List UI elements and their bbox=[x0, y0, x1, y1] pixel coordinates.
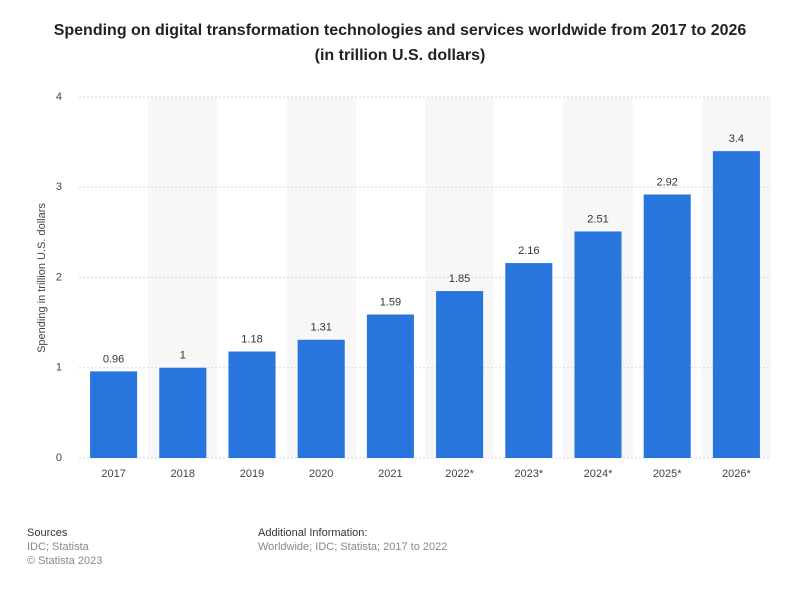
value-label: 1.85 bbox=[449, 273, 470, 285]
bar bbox=[505, 263, 553, 458]
sources-text: IDC; Statista bbox=[27, 541, 89, 553]
value-label: 0.96 bbox=[103, 353, 124, 365]
x-tick-label: 2020 bbox=[309, 468, 333, 480]
x-tick-label: 2023* bbox=[514, 468, 543, 480]
value-label: 3.4 bbox=[729, 133, 744, 145]
value-label: 1.18 bbox=[241, 333, 262, 345]
y-axis-label: Spending in trillion U.S. dollars bbox=[36, 203, 48, 353]
bar bbox=[574, 231, 622, 458]
bar bbox=[159, 367, 207, 458]
sources-title: Sources bbox=[27, 527, 68, 539]
value-label: 2.16 bbox=[518, 245, 539, 257]
y-tick-label: 0 bbox=[56, 452, 62, 464]
bar bbox=[228, 351, 276, 458]
copyright: © Statista 2023 bbox=[27, 555, 103, 567]
bar bbox=[712, 151, 760, 458]
y-tick-label: 2 bbox=[56, 271, 62, 283]
x-tick-label: 2025* bbox=[653, 468, 682, 480]
y-tick-label: 4 bbox=[56, 91, 62, 103]
x-tick-label: 2026* bbox=[722, 468, 751, 480]
value-label: 1.31 bbox=[310, 322, 331, 334]
sources: Sources IDC; Statista © Statista 2023 bbox=[27, 526, 102, 568]
info-text: Worldwide; IDC; Statista; 2017 to 2022 bbox=[258, 541, 448, 553]
x-tick-label: 2019 bbox=[240, 468, 264, 480]
value-label: 1.59 bbox=[380, 296, 401, 308]
bar bbox=[366, 314, 414, 458]
y-tick-label: 3 bbox=[56, 181, 62, 193]
x-tick-label: 2024* bbox=[584, 468, 613, 480]
value-label: 2.92 bbox=[656, 176, 677, 188]
bar bbox=[436, 291, 484, 458]
additional-info: Additional Information: Worldwide; IDC; … bbox=[258, 526, 447, 554]
value-label: 2.51 bbox=[587, 213, 608, 225]
info-title: Additional Information: bbox=[258, 527, 368, 539]
x-tick-label: 2018 bbox=[171, 468, 195, 480]
chart-title: Spending on digital transformation techn… bbox=[53, 22, 747, 64]
bar bbox=[90, 371, 138, 458]
x-tick-label: 2022* bbox=[445, 468, 474, 480]
bar bbox=[297, 339, 345, 458]
x-tick-label: 2017 bbox=[101, 468, 125, 480]
value-label: 1 bbox=[180, 350, 186, 362]
y-tick-label: 1 bbox=[56, 362, 62, 374]
bar bbox=[643, 194, 691, 458]
x-tick-label: 2021 bbox=[378, 468, 402, 480]
